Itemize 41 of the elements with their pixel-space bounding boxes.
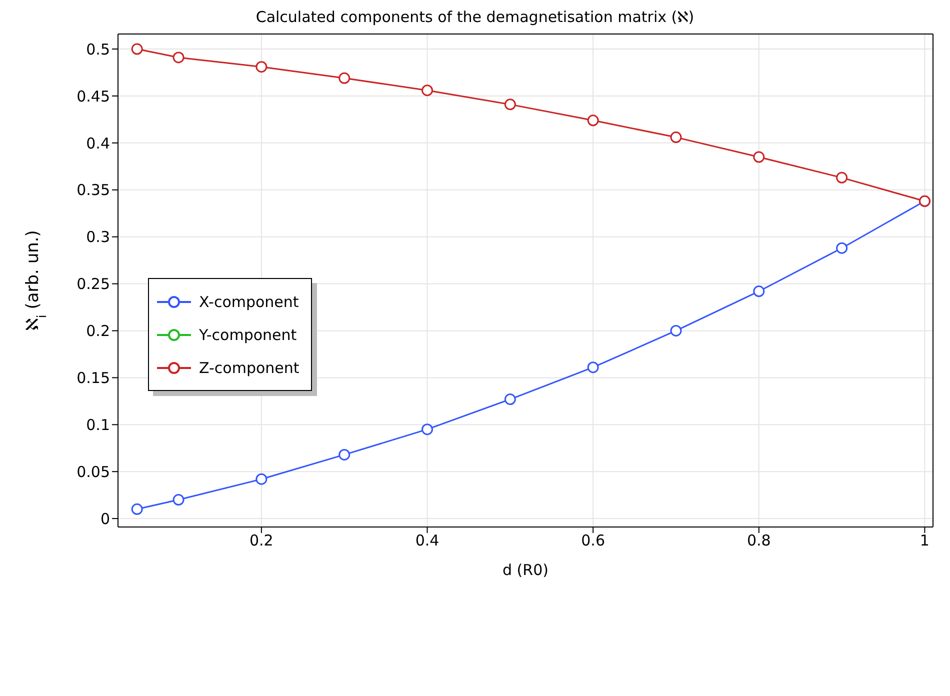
point: [256, 61, 268, 73]
x-tick-label: 1: [920, 532, 930, 550]
point: [587, 362, 599, 374]
point: [338, 72, 350, 84]
x-tick-label: 0.2: [250, 532, 274, 550]
point: [172, 52, 184, 64]
y-tick-label: 0.5: [86, 40, 110, 58]
point: [670, 324, 682, 336]
point: [753, 286, 765, 298]
point: [131, 503, 143, 515]
point: [587, 114, 599, 126]
legend-label: Y-component: [199, 326, 297, 344]
x-tick-label: 0.6: [581, 532, 605, 550]
y-tick-label: 0.2: [86, 322, 110, 340]
x-tick-label: 0.8: [746, 532, 771, 550]
point: [753, 151, 765, 163]
y-tick-label: 0.15: [76, 369, 110, 388]
legend-label: Z-component: [199, 358, 300, 376]
y-tick-label: 0.25: [76, 275, 110, 294]
y-tick-label: 0.4: [86, 134, 110, 152]
point: [422, 424, 433, 436]
point: [836, 172, 848, 184]
point: [504, 394, 516, 406]
point: [504, 98, 516, 110]
point: [172, 494, 184, 506]
x-tick-label: 0.4: [415, 532, 440, 550]
x-axis-title: d (R0): [502, 561, 548, 579]
point: [836, 242, 848, 254]
point: [131, 43, 143, 55]
chart-title: Calculated components of the demagnetisation matrix (ℵ): [254, 8, 696, 28]
y-tick-label: 0.05: [76, 462, 110, 481]
y-tick-label: 0.45: [76, 87, 110, 106]
legend-label: X-component: [199, 292, 299, 310]
point: [256, 473, 268, 485]
y-tick-label: 0.1: [86, 416, 110, 434]
point: [422, 84, 433, 96]
y-tick-label: 0.35: [76, 181, 110, 200]
y-tick-label: 0.3: [86, 228, 110, 246]
point: [670, 132, 682, 144]
y-tick-label: 0: [100, 510, 110, 528]
point: [338, 448, 350, 460]
